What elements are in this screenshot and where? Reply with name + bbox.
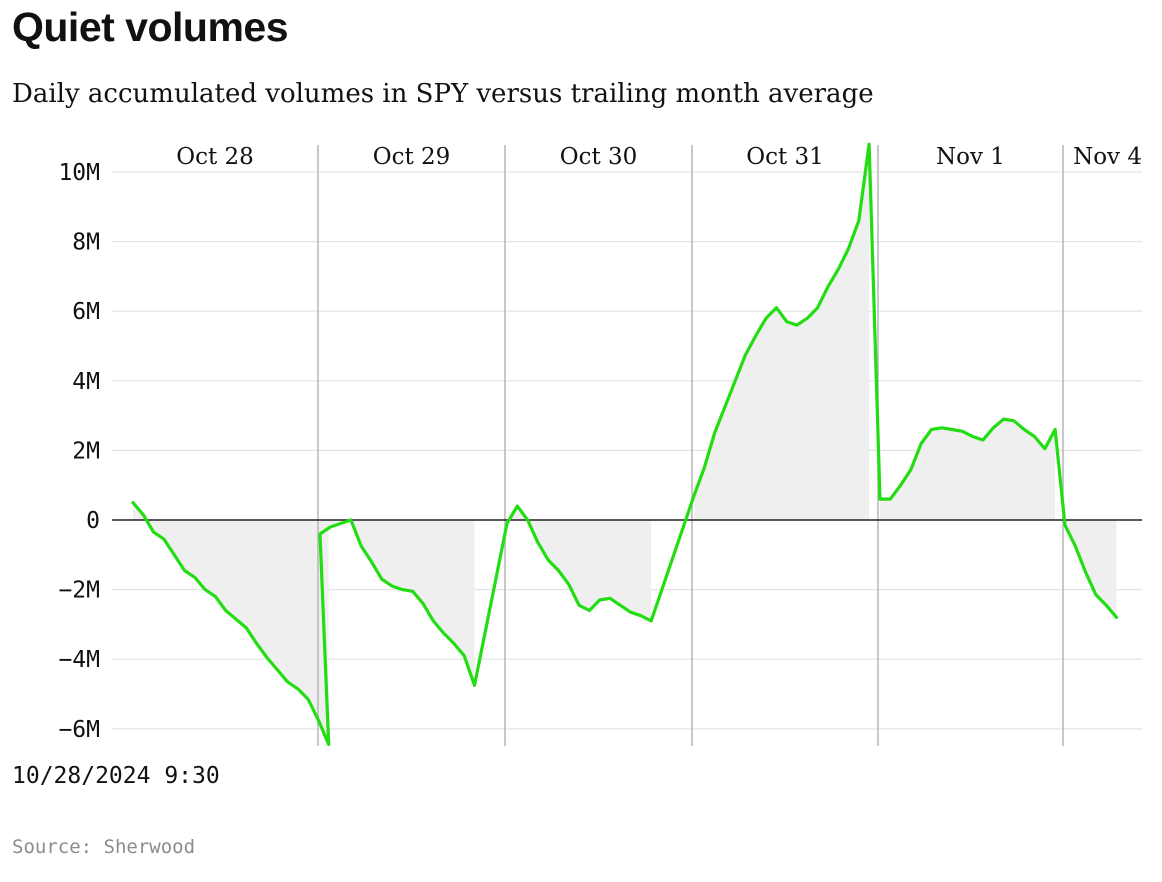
chart-title: Quiet volumes [12,4,289,50]
day-label: Nov 4 [1073,144,1142,170]
y-tick-label: 6M [72,299,100,325]
y-tick-label: 4M [72,369,100,395]
y-tick-label: −4M [58,647,100,673]
day-label: Oct 31 [746,144,824,170]
source-note: Source: Sherwood [12,836,196,858]
area-fill [880,419,1056,520]
area-fill [133,502,329,745]
y-tick-label: 10M [58,160,100,186]
y-tick-label: −2M [58,578,100,604]
day-label: Nov 1 [936,144,1005,170]
day-label: Oct 28 [176,144,254,170]
y-tick-label: 8M [72,230,100,256]
day-label: Oct 30 [560,144,638,170]
series-line [131,142,1119,747]
label-layer: 10M 8M 6M 4M 2M 0 −2M −4M −6M Oct 28 Oct 29 Oct 30 O… [12,144,1142,789]
y-tick-label: −6M [58,717,100,743]
area-layer [133,144,1117,745]
day-label: Oct 29 [373,144,451,170]
x-tick-label: 10/28/2024 9:30 [12,763,220,789]
y-tick-label: 0 [86,508,100,534]
area-fill [1065,520,1117,618]
area-fill [320,520,475,686]
area-fill [694,144,870,520]
area-fill [507,506,652,621]
y-tick-label: 2M [72,438,100,464]
chart-subtitle: Daily accumulated volumes in SPY versus … [12,79,874,109]
line-layer [131,142,1119,747]
